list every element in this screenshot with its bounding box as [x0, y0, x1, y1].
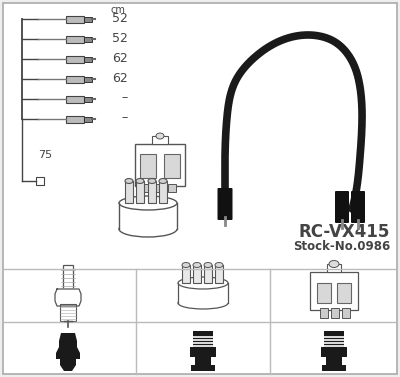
Bar — [66, 115, 84, 123]
Bar — [84, 17, 92, 21]
Text: cm: cm — [110, 5, 126, 15]
Text: 52: 52 — [112, 12, 128, 25]
Bar — [136, 181, 144, 203]
Bar — [152, 136, 168, 144]
Text: RC-VX415: RC-VX415 — [299, 223, 390, 241]
Bar — [326, 355, 342, 367]
Ellipse shape — [178, 277, 228, 289]
Bar — [310, 272, 358, 310]
Text: Stock-No.0986: Stock-No.0986 — [293, 241, 390, 253]
Bar — [324, 331, 344, 349]
Bar — [66, 35, 84, 43]
Bar — [156, 184, 164, 192]
Bar — [135, 144, 185, 186]
Bar — [84, 57, 92, 61]
Bar — [190, 347, 216, 357]
Bar — [182, 265, 190, 283]
Bar — [320, 308, 328, 318]
Bar — [193, 331, 213, 349]
Bar — [36, 177, 44, 185]
Bar — [119, 203, 177, 229]
Bar — [144, 184, 152, 192]
Bar — [327, 264, 341, 272]
Text: 62: 62 — [112, 72, 128, 84]
Bar — [337, 283, 351, 303]
Bar — [322, 365, 346, 371]
Bar — [168, 184, 176, 192]
Bar — [204, 265, 212, 283]
Text: 62: 62 — [112, 52, 128, 64]
Ellipse shape — [156, 133, 164, 139]
FancyBboxPatch shape — [335, 191, 349, 223]
Bar — [159, 181, 167, 203]
Text: –: – — [122, 112, 128, 124]
Bar — [66, 95, 84, 103]
Bar — [66, 55, 84, 63]
Ellipse shape — [136, 178, 144, 184]
Bar — [193, 265, 201, 283]
Bar — [84, 77, 92, 81]
Ellipse shape — [178, 297, 228, 309]
Bar — [195, 355, 211, 367]
Bar — [140, 154, 156, 178]
Bar — [125, 181, 133, 203]
Bar — [84, 97, 92, 101]
Ellipse shape — [148, 178, 156, 184]
FancyBboxPatch shape — [351, 191, 365, 223]
Bar — [215, 265, 223, 283]
Ellipse shape — [119, 221, 177, 237]
Bar — [164, 154, 180, 178]
Bar — [66, 75, 84, 83]
Bar — [191, 365, 215, 371]
Ellipse shape — [193, 262, 201, 268]
Bar — [63, 265, 73, 289]
Bar — [148, 181, 156, 203]
Text: 75: 75 — [38, 150, 52, 160]
Bar — [84, 37, 92, 41]
Bar — [66, 15, 84, 23]
Bar — [317, 283, 331, 303]
Bar — [331, 308, 339, 318]
Polygon shape — [55, 289, 81, 306]
Ellipse shape — [182, 262, 190, 268]
FancyBboxPatch shape — [218, 188, 232, 220]
Ellipse shape — [119, 196, 177, 210]
Text: 52: 52 — [112, 32, 128, 44]
Polygon shape — [56, 333, 80, 371]
Ellipse shape — [159, 178, 167, 184]
Text: –: – — [122, 92, 128, 104]
Ellipse shape — [329, 261, 339, 268]
Bar — [60, 304, 76, 321]
Bar — [321, 347, 347, 357]
Bar — [342, 308, 350, 318]
Bar — [84, 116, 92, 121]
Ellipse shape — [204, 262, 212, 268]
Ellipse shape — [215, 262, 223, 268]
Bar — [178, 283, 228, 303]
Ellipse shape — [125, 178, 133, 184]
